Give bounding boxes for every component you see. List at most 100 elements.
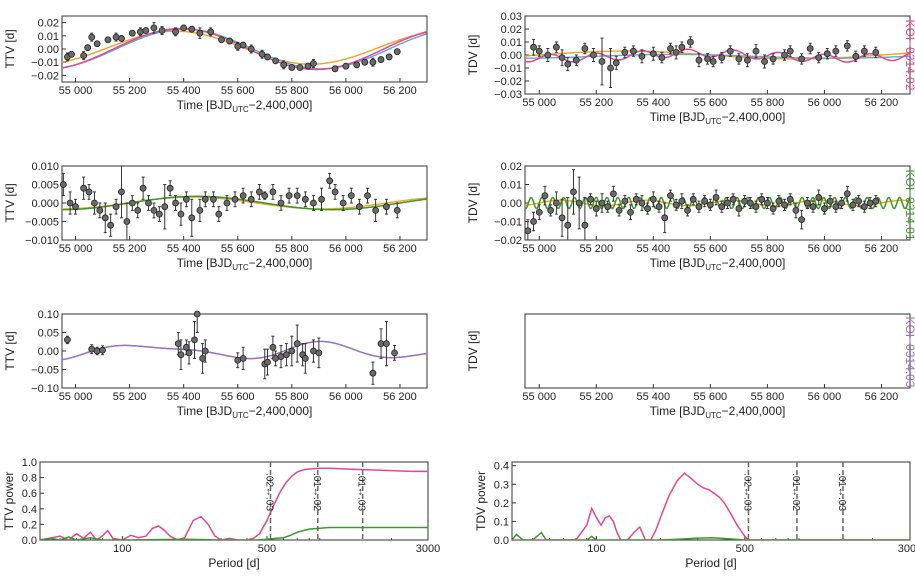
data-point — [535, 47, 543, 55]
data-point — [112, 203, 120, 211]
x-tick-label: 55 200 — [113, 243, 147, 255]
data-point — [672, 49, 680, 56]
data-point — [356, 203, 363, 211]
model-curve — [525, 48, 910, 63]
data-point — [264, 358, 271, 366]
planet-label: KOI−0314.03 — [903, 316, 915, 387]
y-tick-label: −0.01 — [31, 57, 59, 69]
data-point — [552, 199, 560, 207]
plot-frame — [511, 461, 911, 541]
data-point — [72, 203, 79, 211]
data-point — [369, 369, 377, 377]
panel-ttv-01: 55 000 55 200 55 400 55 600 55 800 56 000 56 2… — [3, 161, 428, 272]
x-tick-label: 55 800 — [751, 243, 785, 255]
y-tick-label: 0.2 — [22, 519, 37, 531]
data-point — [672, 201, 680, 209]
data-point — [806, 45, 814, 52]
data-point — [695, 203, 703, 211]
data-point — [247, 195, 255, 203]
data-point — [575, 199, 583, 207]
data-point — [118, 35, 125, 42]
data-point — [729, 195, 737, 203]
x-tick-label: 55 000 — [522, 391, 556, 403]
data-point — [823, 50, 831, 58]
data-point — [792, 206, 800, 214]
data-point — [310, 60, 317, 67]
data-point — [93, 40, 101, 48]
data-point — [572, 56, 580, 64]
data-point — [145, 199, 152, 207]
data-point — [744, 56, 751, 64]
data-point — [158, 27, 166, 34]
data-point — [849, 201, 857, 209]
y-tick-label: −0.005 — [25, 217, 59, 229]
data-point — [838, 199, 845, 207]
x-axis-label: Time [BJDUTC−2,400,000] — [650, 110, 786, 126]
data-point — [803, 199, 811, 207]
y-tick-label: 0.4 — [22, 504, 37, 516]
data-point — [139, 184, 147, 192]
data-point — [866, 199, 874, 207]
y-tick-label: 0.010 — [31, 161, 59, 173]
y-tick-label: −0.010 — [25, 235, 59, 247]
data-point — [391, 349, 398, 357]
data-point — [301, 354, 309, 362]
period-ratio-label: .01↔.03 — [356, 473, 367, 511]
data-point — [644, 205, 652, 212]
data-point — [118, 188, 125, 196]
data-point — [524, 227, 532, 235]
y-tick-label: 0.00 — [501, 198, 522, 210]
y-tick-label: 0.00 — [501, 50, 522, 62]
y-axis-label: TTV [d] — [3, 183, 17, 222]
y-tick-label: −0.02 — [31, 70, 59, 82]
x-tick-label: 55 600 — [694, 391, 728, 403]
data-point — [182, 343, 190, 351]
data-point — [761, 58, 768, 65]
data-point — [752, 47, 760, 55]
data-point — [815, 54, 823, 61]
data-point — [272, 57, 279, 65]
x-tick-label: 100 — [587, 543, 605, 555]
data-point — [223, 199, 231, 207]
data-point — [161, 203, 169, 211]
data-point — [798, 55, 806, 63]
data-point — [547, 206, 555, 214]
data-point — [581, 45, 589, 52]
plot-area — [512, 472, 910, 540]
y-tick-label: 0.05 — [38, 328, 59, 340]
x-tick-label: 55 600 — [694, 97, 728, 109]
x-tick-label: 500 — [736, 543, 754, 555]
data-point — [581, 221, 589, 229]
x-tick-label: 55 200 — [113, 391, 147, 403]
data-point — [188, 25, 196, 33]
data-point — [658, 54, 666, 61]
y-tick-label: 0.0 — [494, 535, 509, 547]
data-point — [123, 218, 131, 225]
x-axis-label: Period [d] — [208, 556, 259, 570]
data-point — [191, 336, 198, 344]
x-axis-label: Time [BJDUTC−2,400,000] — [650, 256, 786, 272]
data-point — [142, 27, 150, 34]
x-tick-label: 55 200 — [579, 243, 613, 255]
data-point — [701, 197, 709, 205]
data-point — [331, 65, 339, 73]
data-point — [764, 199, 771, 207]
data-point — [315, 349, 323, 357]
data-point — [239, 354, 247, 362]
x-axis-label: Period [d] — [685, 556, 736, 570]
y-axis-label: TTV [d] — [3, 29, 17, 68]
x-tick-label: 55 800 — [275, 243, 309, 255]
data-point — [695, 56, 703, 64]
data-point — [678, 197, 686, 205]
data-point — [712, 194, 720, 201]
data-point — [88, 33, 96, 41]
model-curve — [62, 195, 427, 211]
y-tick-label: 0.02 — [501, 24, 522, 36]
data-point — [530, 43, 537, 51]
x-tick-label: 55 400 — [167, 243, 201, 255]
data-point — [860, 47, 868, 55]
y-tick-label: 0.03 — [501, 11, 522, 23]
data-point — [612, 59, 620, 67]
data-point — [150, 24, 158, 32]
data-point — [331, 188, 339, 196]
